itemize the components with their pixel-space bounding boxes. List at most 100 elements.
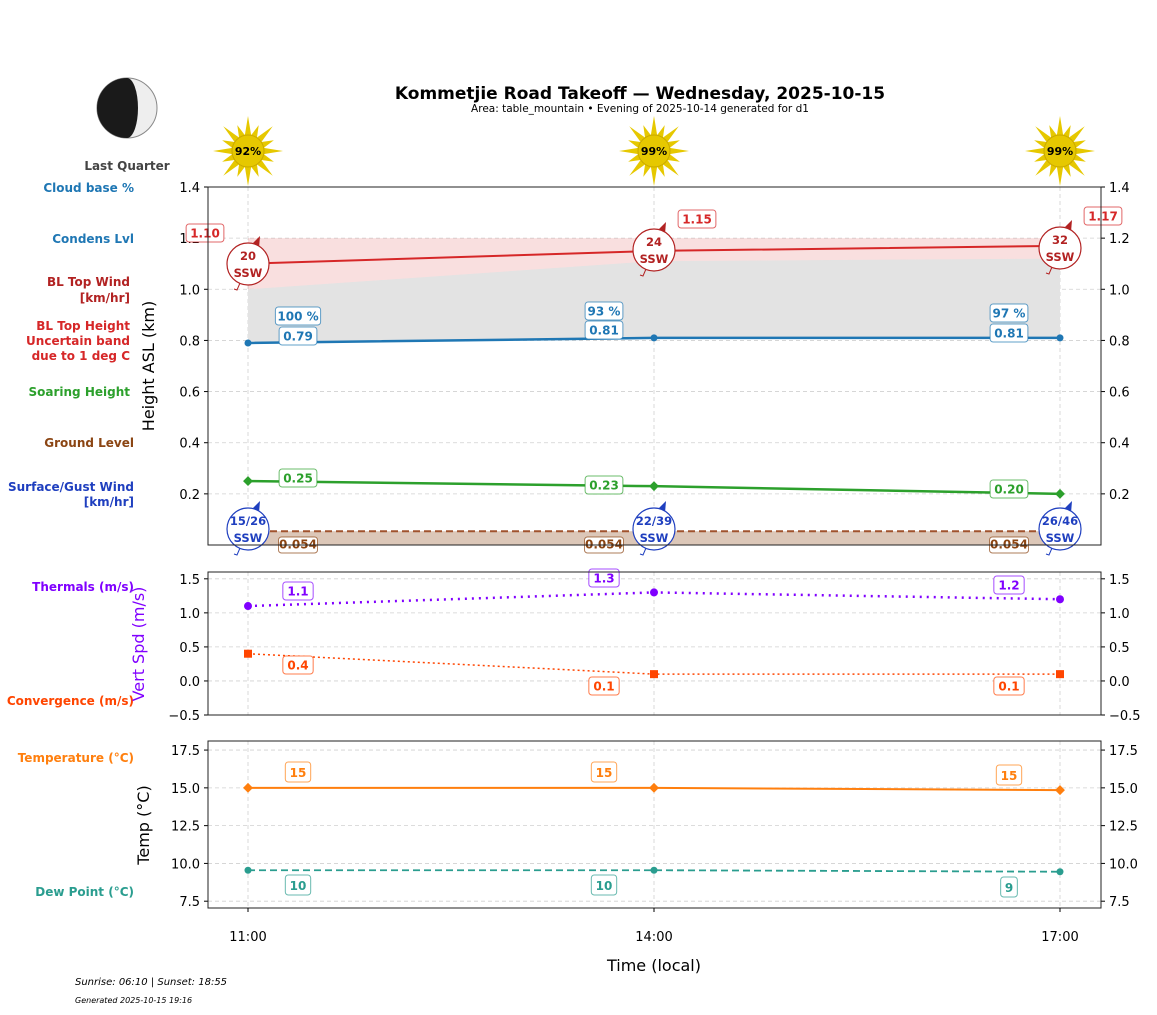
sun-ray (261, 154, 274, 162)
condens-label: 0.81 (989, 323, 1029, 343)
soaring-point (1055, 488, 1065, 499)
dew-point-label-box (284, 874, 312, 896)
y-tick-label: 0.6 (179, 386, 200, 401)
y-tick-label-right: 0.8 (1109, 334, 1130, 349)
sun-ray (629, 159, 646, 176)
bl-top-label-text: 1.10 (190, 226, 220, 240)
soaring-label-box (584, 475, 624, 495)
moon-phase-label: Last Quarter (84, 159, 169, 173)
y-tick-label-right: 1.2 (1109, 232, 1130, 247)
sun-ray (1073, 140, 1086, 148)
dew-point-point (244, 866, 252, 874)
dew-point-point (650, 866, 658, 874)
convergence-label-box (282, 655, 314, 675)
y-tick-label-right: 17.5 (1109, 744, 1138, 759)
y-tick-label-right: 1.4 (1109, 181, 1130, 196)
chart-title: Kommetjie Road Takeoff — Wednesday, 2025… (395, 84, 885, 104)
sun-ray (223, 159, 240, 176)
legend-thermals: Thermals (m/s) (32, 580, 134, 594)
dew-point-line (248, 869, 1061, 873)
bl-top-label-text: 1.17 (1088, 209, 1118, 223)
legend-soaring: Soaring Height (29, 385, 131, 399)
temperature-label-text: 15 (1001, 769, 1018, 783)
wind-circle (1038, 226, 1082, 270)
convergence-label: 0.1 (588, 676, 620, 696)
sun-ray (629, 126, 646, 143)
temperature-label-text: 15 (596, 766, 613, 780)
wind-barb-icon (233, 547, 241, 556)
sun-ray (1056, 166, 1064, 186)
y-tick-label-right: 1.0 (1109, 283, 1130, 298)
wind-barb-icon (639, 547, 647, 556)
wind-barb-icon (1045, 266, 1053, 275)
sun-ray (1073, 154, 1086, 162)
soaring-label-text: 0.23 (589, 478, 619, 492)
wind-circle (226, 507, 270, 551)
sun-disc (1043, 134, 1077, 168)
wind-direction: SSW (234, 531, 263, 545)
wind-speed: 20 (240, 249, 256, 263)
legend-surface: Surface/Gust Wind (8, 480, 134, 494)
sun-ray (223, 126, 240, 143)
bl-top-label: 1.15 (677, 209, 717, 229)
sun-ray (1034, 140, 1047, 148)
bl-top-uncertainty-band (248, 238, 1060, 290)
thermals-point (650, 588, 658, 597)
dew-point-label-text: 10 (596, 879, 613, 893)
wind-speed: 26/46 (1042, 514, 1078, 528)
surface-wind-marker: 15/26 SSW (226, 501, 270, 556)
thermals-point (244, 602, 252, 611)
soaring-label: 0.23 (584, 475, 624, 495)
soaring-point (649, 481, 659, 492)
y-tick-label-right: 10.0 (1109, 857, 1138, 872)
soaring-label-text: 0.25 (283, 471, 313, 485)
wind-direction: SSW (1046, 250, 1075, 264)
x-axis-label: Time (local) (606, 956, 701, 975)
sun-ray (1063, 164, 1071, 177)
cloud-percent-label-box (274, 306, 322, 326)
thermals-label: 1.3 (588, 568, 620, 588)
sun-times: Sunrise: 06:10 | Sunset: 18:55 (75, 977, 227, 988)
y-tick-label-right: 0.5 (1109, 641, 1130, 656)
sun-ray (256, 159, 273, 176)
condens-label-box (989, 323, 1029, 343)
surface-wind-marker: 22/39 SSW (632, 501, 676, 556)
bl-top-label: 1.17 (1083, 206, 1123, 226)
wind-speed: 15/26 (230, 514, 266, 528)
condens-label-box (278, 326, 318, 346)
sun-disc (637, 134, 671, 168)
y-tick-label: 7.5 (179, 895, 200, 910)
soaring-point (243, 476, 253, 487)
wind-direction: SSW (1046, 531, 1075, 545)
y-tick-label-right: 1.0 (1109, 607, 1130, 622)
y-tick-label: 0.4 (179, 437, 200, 452)
side-legend: Cloud base % Condens Lvl BL Top Wind [km… (7, 181, 134, 899)
wind-circle (632, 507, 676, 551)
sun-ray (1068, 126, 1085, 143)
wind-circle (632, 228, 676, 272)
bl-wind-marker: 24 SSW (632, 222, 676, 277)
x-tick-label: 17:00 (1041, 930, 1078, 945)
wind-speed: 24 (646, 235, 662, 249)
sun-ray (237, 125, 245, 138)
cloud-percent-label-text: 97 % (993, 306, 1026, 320)
dew-point-label: 9 (1000, 876, 1018, 898)
y-tick-label-right: 0.0 (1109, 675, 1130, 690)
sun-ray (650, 166, 658, 186)
sun-icon: 99% (1025, 116, 1095, 186)
sun-ray (251, 125, 259, 138)
sun-ray (1035, 159, 1052, 176)
sun-ray (657, 164, 665, 177)
y-tick-label: 17.5 (171, 744, 200, 759)
sun-ray (261, 140, 274, 148)
sun-ray (667, 140, 680, 148)
sun-ray (1056, 116, 1064, 136)
sun-ray (667, 154, 680, 162)
convergence-label-box (993, 676, 1025, 696)
legend-condens: Condens Lvl (52, 232, 134, 246)
panel-frame (207, 740, 1102, 909)
thermals-label-text: 1.2 (998, 578, 1019, 592)
sun-ray (1063, 125, 1071, 138)
sun-ray (1034, 154, 1047, 162)
